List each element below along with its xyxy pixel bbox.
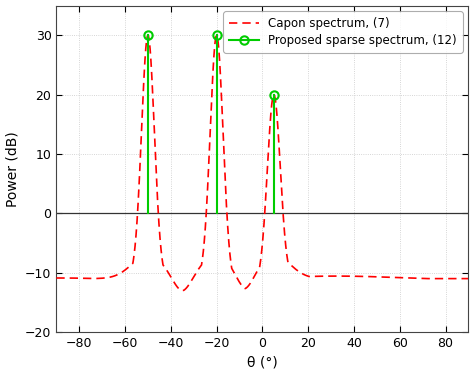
Capon spectrum, (7) (355, 274, 361, 279)
Capon spectrum, (7) (443, 276, 449, 281)
Legend: Capon spectrum, (7), Proposed sparse spectrum, (12): Capon spectrum, (7), Proposed sparse spe… (223, 12, 463, 53)
Capon spectrum, (7) (178, 288, 184, 293)
Capon spectrum, (7) (145, 33, 151, 38)
Capon spectrum, (7) (366, 274, 372, 279)
Line: Capon spectrum, (7): Capon spectrum, (7) (56, 35, 468, 291)
Capon spectrum, (7) (465, 276, 471, 281)
Capon spectrum, (7) (448, 276, 454, 281)
X-axis label: θ (°): θ (°) (247, 356, 278, 369)
Y-axis label: Power (dB): Power (dB) (6, 131, 19, 207)
Capon spectrum, (7) (194, 270, 200, 274)
Capon spectrum, (7) (249, 279, 255, 284)
Capon spectrum, (7) (54, 276, 59, 280)
